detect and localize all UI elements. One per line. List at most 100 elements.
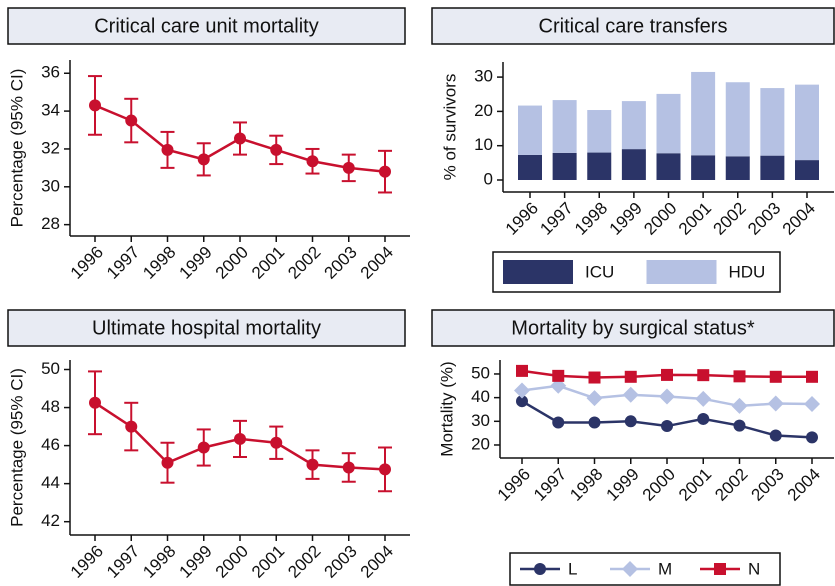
x-tick-label: 1996 <box>67 542 107 582</box>
x-tick-label: 2001 <box>675 199 715 239</box>
point <box>234 432 246 445</box>
bar-segment <box>656 153 681 180</box>
point <box>697 369 710 382</box>
point <box>270 143 283 156</box>
point <box>622 386 639 403</box>
x-tick-label: 1997 <box>103 542 143 582</box>
legend-label: N <box>748 559 760 578</box>
x-tick-label: 2003 <box>321 243 361 283</box>
x-tick-label: 2000 <box>212 243 252 283</box>
y-tick-label: 48 <box>41 397 60 416</box>
x-tick-label: 2001 <box>675 465 715 505</box>
x-tick-label: 1996 <box>502 199 542 239</box>
point <box>624 415 637 428</box>
x-tick-label: 2000 <box>212 542 252 582</box>
point <box>586 390 603 407</box>
x-tick-label: 1999 <box>603 465 643 505</box>
y-tick-label: 32 <box>41 138 60 157</box>
x-tick-label: 2002 <box>284 542 324 582</box>
legend-label: M <box>658 559 672 578</box>
bar-segment <box>760 88 785 156</box>
y-tick-label: 28 <box>41 214 60 233</box>
title-box <box>431 309 835 347</box>
legend-label: L <box>568 559 577 578</box>
y-tick-label: 0 <box>484 169 493 188</box>
bar-segment <box>518 105 542 155</box>
bar-segment <box>760 155 785 180</box>
x-tick-label: 2004 <box>784 465 824 505</box>
point <box>769 429 782 442</box>
x-tick-label: 2000 <box>639 465 679 505</box>
point <box>379 463 391 476</box>
point <box>806 370 818 383</box>
y-tick-label: 30 <box>471 411 490 430</box>
bar-segment <box>621 101 646 150</box>
point <box>733 419 746 432</box>
point <box>197 441 210 454</box>
chart-title: Critical care transfers <box>539 15 728 37</box>
point <box>624 370 637 383</box>
point <box>514 382 530 399</box>
x-tick-label: 1997 <box>536 199 576 239</box>
point <box>804 396 820 413</box>
x-tick-label: 1998 <box>571 199 611 239</box>
title-box <box>7 7 406 45</box>
point <box>89 396 101 409</box>
y-tick-label: 36 <box>41 63 60 82</box>
bar-segment <box>795 84 819 161</box>
y-tick-label: 50 <box>41 359 60 378</box>
x-tick-label: 1998 <box>566 465 606 505</box>
point <box>661 420 673 433</box>
x-tick-label: 2001 <box>248 542 288 582</box>
chart-title: Critical care unit mortality <box>94 15 319 37</box>
point <box>659 388 675 405</box>
y-tick-label: 30 <box>41 176 60 195</box>
y-tick-label: 20 <box>474 101 493 120</box>
title-box <box>431 7 835 45</box>
x-tick-label: 1998 <box>139 542 179 582</box>
y-axis-label: Percentage (95% CI) <box>7 69 26 228</box>
x-tick-label: 2004 <box>779 199 819 239</box>
point <box>234 132 246 145</box>
point <box>342 161 355 174</box>
bar-segment <box>691 155 716 180</box>
chart-title: Ultimate hospital mortality <box>92 317 321 339</box>
x-tick-label: 2002 <box>284 243 324 283</box>
bar-segment <box>656 93 681 154</box>
legend-marker <box>714 563 726 575</box>
x-tick-label: 2004 <box>357 243 397 283</box>
point <box>161 143 174 156</box>
bar-segment <box>552 100 577 153</box>
point <box>697 412 710 425</box>
x-tick-label: 1999 <box>176 542 216 582</box>
point <box>806 431 818 444</box>
y-tick-label: 46 <box>41 435 60 454</box>
point <box>588 371 601 384</box>
y-tick-label: 40 <box>471 387 490 406</box>
x-tick-label: 2003 <box>744 199 784 239</box>
point <box>661 368 673 381</box>
y-tick-label: 44 <box>41 473 60 492</box>
x-tick-label: 1997 <box>530 465 570 505</box>
point <box>769 370 782 383</box>
y-tick-label: 10 <box>474 135 493 154</box>
legend-label: HDU <box>729 262 766 281</box>
point <box>379 165 391 178</box>
x-tick-label: 2004 <box>357 542 397 582</box>
x-tick-label: 2002 <box>710 199 750 239</box>
point <box>197 153 210 166</box>
title-box <box>7 309 406 347</box>
y-axis-label: % of survivors <box>440 74 459 181</box>
point <box>516 364 528 377</box>
legend-swatch <box>646 260 717 284</box>
bar-segment <box>587 110 612 153</box>
point <box>125 114 138 127</box>
bar-segment <box>795 160 819 180</box>
point <box>552 369 565 382</box>
y-tick-label: 20 <box>471 434 490 453</box>
y-axis-label: Percentage (95% CI) <box>7 368 26 527</box>
x-tick-label: 2003 <box>748 465 788 505</box>
legend-swatch <box>503 260 573 284</box>
chart-title: Mortality by surgical status* <box>511 317 755 339</box>
